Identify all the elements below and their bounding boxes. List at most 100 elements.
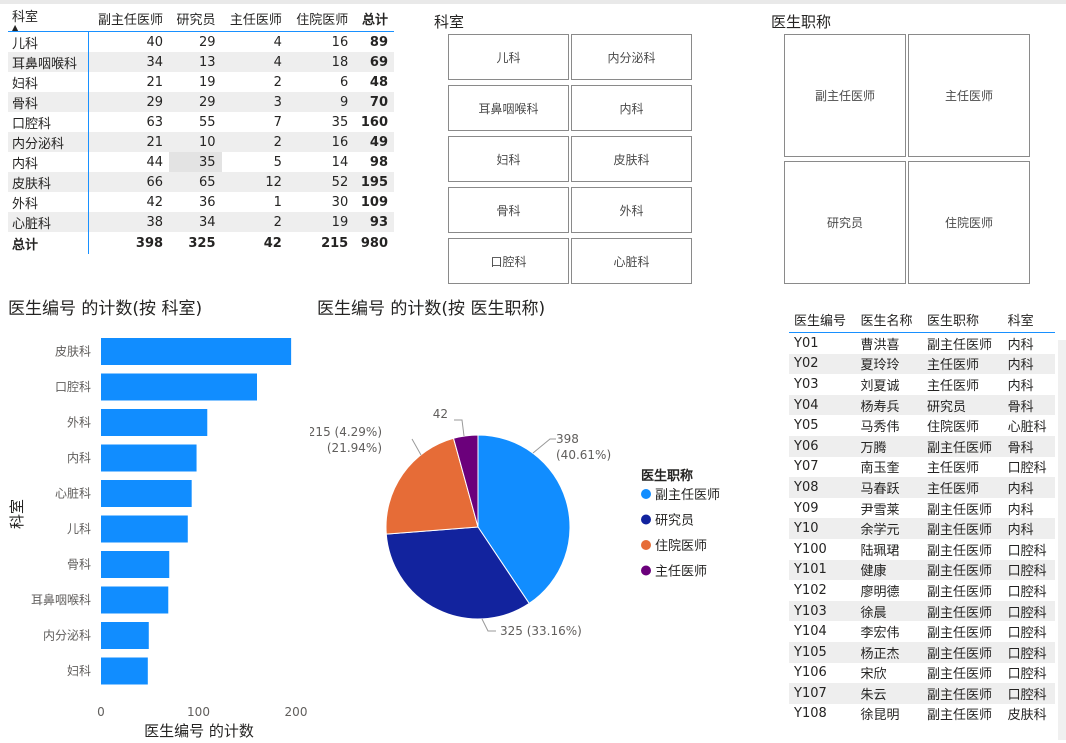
matrix-cell: 34 — [88, 52, 170, 72]
matrix-header-total[interactable]: 总计 — [361, 13, 388, 28]
category-label: 儿科 — [67, 522, 91, 536]
matrix-cell: 6 — [339, 74, 349, 90]
matrix-header-col[interactable]: 主任医师 — [229, 13, 282, 28]
data-label-pct: (40.61%) — [556, 448, 611, 462]
matrix-cell: 29 — [169, 92, 222, 112]
department-slicer-option[interactable]: 儿科 — [448, 34, 569, 80]
matrix-header-col[interactable]: 副主任医师 — [98, 13, 164, 28]
bar[interactable] — [101, 444, 197, 472]
doctor-header-name[interactable]: 医生名称 — [860, 313, 913, 329]
legend-item[interactable]: 住院医师 — [655, 539, 707, 554]
bar[interactable] — [101, 515, 188, 543]
legend-marker — [641, 489, 651, 499]
doctor-name: 尹雪莱 — [860, 502, 900, 518]
doctor-name: 朱云 — [855, 683, 922, 704]
category-label: 心脏科 — [55, 486, 91, 501]
doctor-id: Y101 — [789, 559, 856, 581]
doctor-header-id[interactable]: 医生编号 — [794, 313, 847, 329]
title-slicer-option[interactable]: 副主任医师 — [784, 34, 906, 157]
doctor-department: 内科 — [1007, 378, 1034, 394]
doctor-row: Y105 杨正杰 副主任医师 口腔科 — [789, 641, 1055, 663]
matrix-cell: 4 — [221, 52, 288, 72]
bar[interactable] — [101, 338, 292, 365]
title-slicer-option[interactable]: 住院医师 — [908, 161, 1030, 284]
matrix-header-department[interactable]: 科室 ▲ — [8, 6, 89, 32]
doctor-row: Y06 万腾 副主任医师 骨科 — [789, 435, 1055, 457]
doctor-name: 杨正杰 — [855, 641, 922, 663]
bar[interactable] — [101, 409, 208, 436]
department-slicer-option[interactable]: 口腔科 — [448, 238, 569, 284]
matrix-row-header: 心脏科 — [8, 212, 90, 232]
matrix-cell: 10 — [169, 132, 222, 152]
doctor-row: Y10 余学元 副主任医师 内科 — [789, 518, 1055, 539]
matrix-row: 口腔科 63 55 7 35 160 — [8, 112, 394, 132]
pie-slice[interactable] — [385, 526, 530, 620]
matrix-header-col[interactable]: 研究员 — [176, 13, 216, 28]
doctor-header-department[interactable]: 科室 — [1007, 313, 1034, 329]
matrix-cell: 980 — [360, 235, 388, 251]
department-slicer-option[interactable]: 心脏科 — [571, 238, 692, 284]
doctor-id: Y104 — [794, 624, 827, 640]
doctor-id: Y06 — [789, 435, 856, 457]
doctor-department: 口腔科 — [1002, 559, 1055, 581]
bar[interactable] — [101, 622, 149, 649]
matrix-header-row: 科室 ▲ 副主任医师 研究员 主任医师 住院医师 总计 — [8, 6, 394, 32]
category-label: 口腔科 — [55, 379, 91, 394]
doctor-department: 口腔科 — [1007, 543, 1047, 559]
doctor-header-title[interactable]: 医生职称 — [927, 313, 980, 329]
department-slicer-option[interactable]: 内分泌科 — [571, 34, 692, 80]
bar[interactable] — [101, 657, 148, 685]
department-slicer-option[interactable]: 耳鼻咽喉科 — [448, 85, 569, 131]
matrix-cell: 4 — [273, 34, 282, 50]
matrix-row: 外科 42 36 1 30 109 — [8, 192, 394, 212]
doctor-name: 南玉奎 — [860, 461, 900, 477]
doctor-title: 副主任医师 — [927, 708, 993, 724]
bar[interactable] — [101, 586, 169, 614]
matrix-cell: 65 — [169, 172, 222, 192]
category-label: 内科 — [67, 451, 91, 465]
matrix-cell: 35 — [169, 152, 222, 172]
department-slicer-option[interactable]: 骨科 — [448, 187, 569, 233]
sort-ascending-icon[interactable]: ▲ — [12, 23, 19, 32]
department-slicer-option[interactable]: 皮肤科 — [571, 136, 692, 182]
bar[interactable] — [101, 480, 192, 507]
pie-chart-title: 医生编号 的计数(按 医生职称) — [317, 299, 546, 319]
top-toolbar-strip — [0, 0, 1066, 4]
matrix-cell: 109 — [360, 194, 388, 210]
doctor-department: 皮肤科 — [1007, 708, 1047, 724]
department-slicer: 儿科 内分泌科 耳鼻咽喉科 内科 妇科 皮肤科 骨科 外科 口腔科 心脏科 — [448, 34, 694, 284]
doctor-row: Y102 廖明德 副主任医师 口腔科 — [789, 580, 1055, 601]
matrix-cell: 1 — [273, 194, 282, 210]
doctor-table: 医生编号 医生名称 医生职称 科室 Y01 曹洪喜 副主任医师 内科 Y02 夏玲玲 主任医… — [789, 306, 1055, 724]
title-slicer-option[interactable]: 研究员 — [784, 161, 906, 284]
bar[interactable] — [101, 551, 170, 578]
bar[interactable] — [101, 373, 257, 401]
doctor-table-header-row: 医生编号 医生名称 医生职称 科室 — [789, 306, 1055, 333]
department-slicer-option[interactable]: 外科 — [571, 187, 692, 233]
doctor-department: 内科 — [1002, 477, 1055, 498]
matrix-cell: 55 — [198, 114, 216, 130]
doctor-table-scrollbar[interactable] — [1058, 340, 1066, 740]
doctor-id: Y05 — [794, 418, 819, 434]
matrix-cell: 3 — [221, 92, 288, 112]
doctor-row: Y103 徐晨 副主任医师 口腔科 — [789, 600, 1055, 622]
legend-item[interactable]: 主任医师 — [655, 565, 707, 580]
legend-item[interactable]: 研究员 — [655, 514, 694, 529]
title-slicer-option[interactable]: 主任医师 — [908, 34, 1030, 157]
legend-item[interactable]: 副主任医师 — [655, 488, 720, 503]
matrix-cell: 160 — [360, 114, 388, 130]
department-slicer-option[interactable]: 内科 — [571, 85, 692, 131]
matrix-cell: 98 — [369, 154, 388, 170]
pie-slice[interactable] — [385, 437, 479, 535]
department-slicer-option[interactable]: 妇科 — [448, 136, 569, 182]
matrix-cell: 5 — [273, 154, 282, 170]
doctor-id: Y08 — [789, 477, 856, 498]
doctor-id: Y03 — [794, 376, 819, 392]
leader-line — [411, 438, 422, 456]
pie-slice[interactable] — [477, 434, 571, 605]
matrix-cell: 19 — [287, 212, 355, 232]
doctor-department: 口腔科 — [1002, 600, 1055, 622]
pie-slice[interactable] — [452, 434, 479, 528]
matrix-header-col[interactable]: 住院医师 — [296, 13, 349, 28]
